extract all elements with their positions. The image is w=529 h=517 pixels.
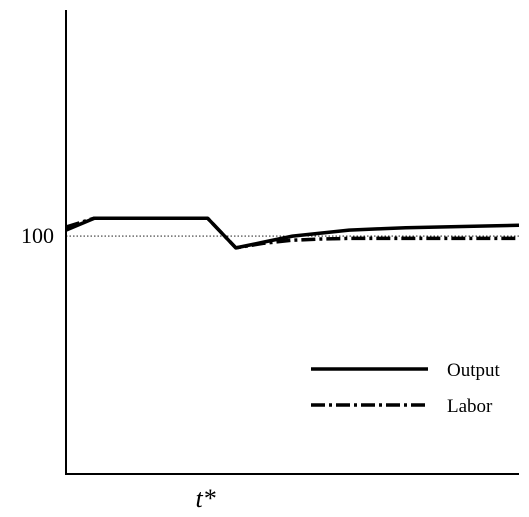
legend-label-labor: Labor	[447, 396, 493, 417]
x-marker-label: t*	[195, 484, 215, 513]
series-layer	[65, 216, 520, 250]
series-line-output	[65, 216, 520, 250]
series-line-labor	[65, 216, 519, 250]
y-tick-label-100: 100	[21, 223, 54, 248]
axes	[65, 10, 519, 475]
legend: Output Labor	[311, 360, 501, 417]
legend-label-output: Output	[447, 360, 501, 381]
